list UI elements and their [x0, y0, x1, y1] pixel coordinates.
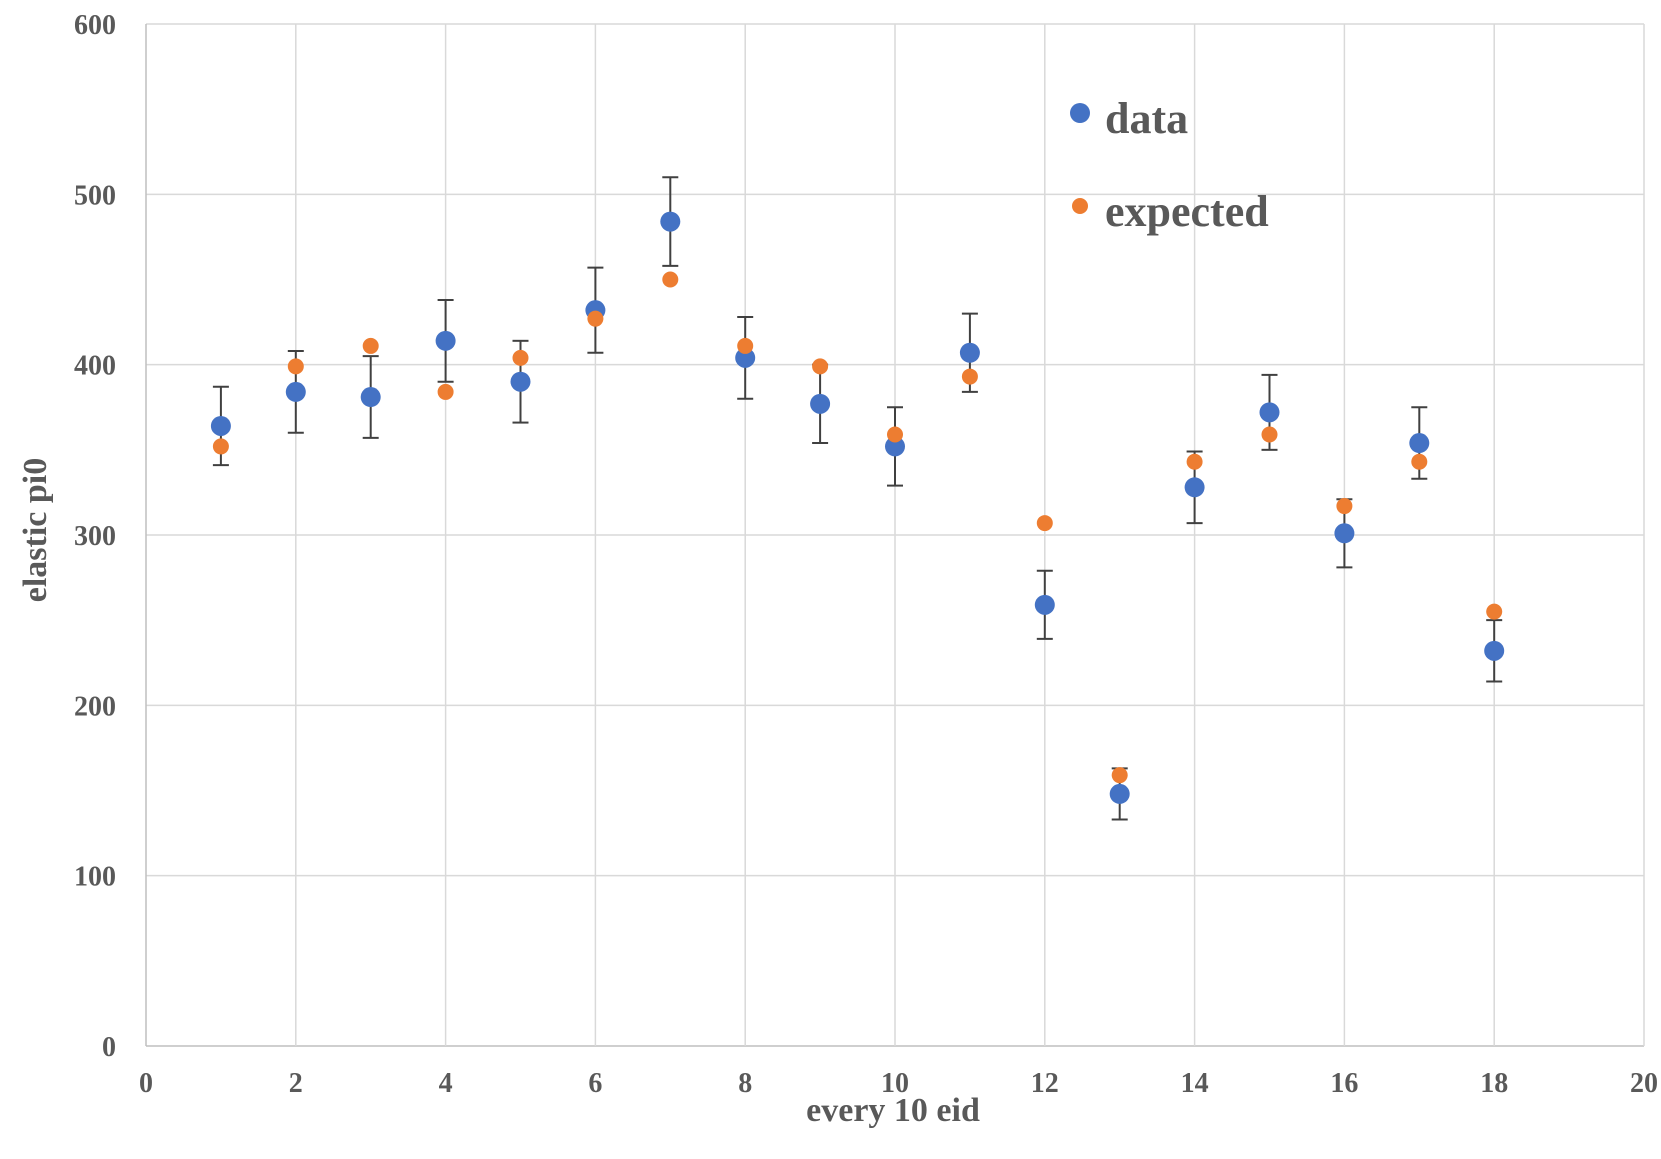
point-expected [1261, 426, 1278, 443]
point-data [1259, 402, 1280, 423]
x-tick-label: 14 [1181, 1068, 1209, 1099]
legend: data expected [1070, 94, 1269, 236]
tick-labels: 0 100 200 300 400 500 600 0 2 4 6 8 10 12 14 16 18 20 [74, 10, 1658, 1099]
point-expected [961, 368, 978, 385]
point-data [360, 387, 381, 408]
point-data [959, 342, 980, 363]
x-tick-label: 12 [1031, 1068, 1059, 1099]
x-tick-label: 2 [289, 1068, 303, 1099]
x-tick-label: 16 [1330, 1068, 1358, 1099]
y-tick-label: 100 [74, 862, 116, 893]
point-expected [1036, 515, 1053, 532]
point-expected [1336, 498, 1353, 515]
y-tick-label: 0 [102, 1032, 116, 1063]
x-tick-label: 8 [738, 1068, 752, 1099]
point-expected [812, 358, 829, 375]
point-expected [362, 337, 379, 354]
point-expected [437, 383, 454, 400]
point-data [810, 393, 831, 414]
point-data [1034, 594, 1055, 615]
x-tick-label: 18 [1480, 1068, 1508, 1099]
grid [145, 23, 1645, 1047]
point-expected [887, 426, 903, 443]
point-data [510, 371, 531, 392]
x-tick-label: 4 [439, 1068, 453, 1099]
point-expected [662, 271, 679, 288]
point-data [210, 415, 231, 436]
point-data [1109, 783, 1130, 804]
point-expected [1486, 603, 1503, 620]
point-expected [512, 349, 529, 366]
y-tick-label: 600 [74, 10, 116, 41]
legend-marker-expected [1072, 198, 1088, 214]
point-expected [737, 337, 754, 354]
point-data [1334, 523, 1355, 544]
y-tick-label: 300 [74, 521, 116, 552]
legend-label-expected: expected [1105, 187, 1269, 236]
legend-label-data: data [1105, 94, 1188, 143]
point-expected [1111, 767, 1128, 784]
y-axis-title: elastic pi0 [17, 458, 54, 602]
point-data [1484, 640, 1505, 661]
point-data [1184, 477, 1205, 498]
x-tick-label: 0 [139, 1068, 153, 1099]
point-expected [287, 358, 304, 375]
point-expected [1411, 453, 1428, 470]
point-data [1409, 433, 1430, 454]
point-data [735, 347, 756, 368]
x-tick-label: 10 [881, 1068, 909, 1099]
error-bars [212, 176, 1503, 821]
x-axis-title: every 10 eid [806, 1092, 980, 1129]
point-data [435, 330, 456, 351]
y-tick-label: 500 [74, 180, 116, 211]
data-points [210, 211, 1505, 804]
point-expected [212, 438, 229, 455]
point-expected [1186, 453, 1203, 470]
x-tick-label: 20 [1630, 1068, 1658, 1099]
point-data [885, 436, 905, 457]
legend-marker-data [1070, 103, 1090, 123]
x-tick-label: 6 [588, 1068, 602, 1099]
y-tick-label: 400 [74, 351, 116, 382]
point-expected [587, 310, 604, 327]
point-data [285, 381, 306, 402]
y-tick-label: 200 [74, 691, 116, 722]
point-data [660, 211, 681, 232]
